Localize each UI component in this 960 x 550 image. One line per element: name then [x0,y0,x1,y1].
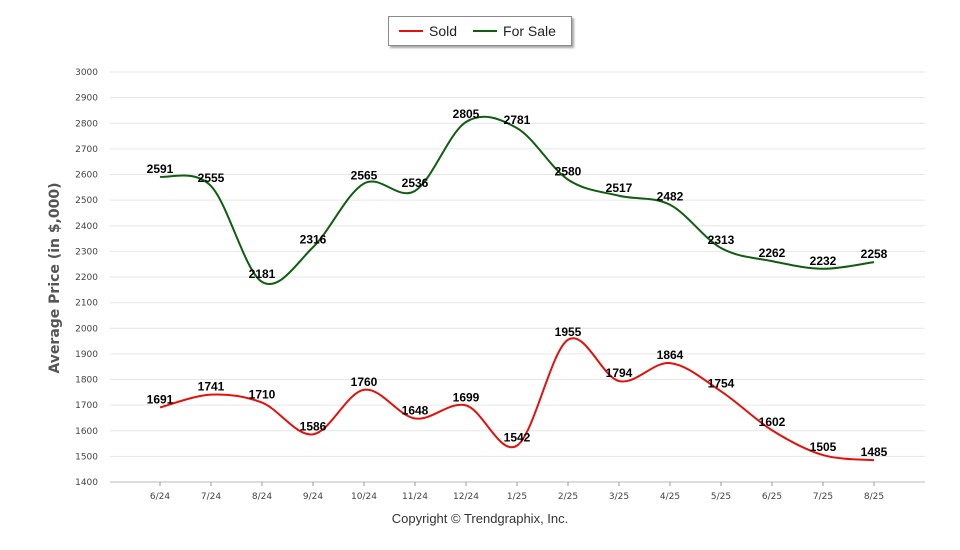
data-label-for-sale: 2536 [402,176,429,190]
data-label-sold: 1864 [657,348,684,362]
data-label-sold: 1754 [708,376,735,390]
y-tick-label: 2400 [75,222,98,232]
x-axis-ticks: 6/24 7/24 8/24 9/24 10/24 11/24 12/24 1/25 2/25 3… [150,482,884,502]
data-label-sold: 1955 [555,325,582,339]
y-tick-label: 1700 [75,401,98,411]
data-label-for-sale: 2482 [657,190,684,204]
data-label-sold: 1505 [810,440,837,454]
legend-item-sold[interactable]: Sold [399,23,457,39]
y-tick-label: 2700 [75,145,98,155]
data-label-sold: 1699 [453,390,480,404]
data-label-for-sale: 2805 [453,107,480,121]
y-tick-label: 2200 [75,273,98,283]
series-lines [159,115,875,462]
legend-label-sold: Sold [429,23,458,39]
y-tick-label: 1400 [75,478,98,488]
y-tick-label: 3000 [75,68,98,78]
y-tick-label: 2000 [75,324,98,334]
data-label-for-sale: 2591 [147,162,174,176]
y-axis-title: Average Price (in $,000) [47,182,63,373]
x-tick-label: 11/24 [402,492,428,502]
data-label-for-sale: 2781 [504,113,531,127]
x-tick-label: 12/24 [453,492,479,502]
data-label-sold: 1710 [249,388,276,402]
data-label-for-sale: 2316 [300,232,327,246]
data-label-sold: 1602 [759,415,786,429]
y-tick-label: 2300 [75,247,98,257]
copyright-footer: Copyright © Trendgraphix, Inc. [391,511,569,526]
y-tick-label: 1900 [75,350,98,360]
x-tick-label: 5/25 [711,492,731,502]
x-tick-label: 6/24 [150,492,170,502]
y-tick-label: 2500 [75,196,98,206]
y-tick-label: 1800 [75,376,98,386]
x-tick-label: 8/24 [252,492,272,502]
x-tick-label: 2/25 [558,492,578,502]
x-tick-label: 4/25 [660,492,680,502]
y-tick-label: 2800 [75,119,98,129]
y-tick-label: 1600 [75,427,98,437]
y-axis-ticks: 1400 1500 1600 1700 1800 1900 2000 2100 2200 2300… [75,68,98,488]
legend-item-for-sale[interactable]: For Sale [473,23,556,39]
y-tick-label: 1500 [75,452,98,462]
grid-lines [110,71,925,483]
data-label-sold: 1691 [147,392,174,406]
data-label-sold: 1542 [504,431,531,445]
data-labels: 1691 1741 1710 1586 1760 1648 1699 1542 1955 1794… [147,107,888,459]
data-label-for-sale: 2565 [351,168,378,182]
data-label-sold: 1648 [402,403,429,417]
data-label-for-sale: 2313 [708,233,735,247]
x-tick-label: 8/25 [864,492,884,502]
data-label-sold: 1586 [300,419,327,433]
legend-label-for-sale: For Sale [503,23,556,39]
x-tick-label: 7/25 [813,492,833,502]
x-tick-label: 7/24 [201,492,221,502]
series-line-sold [159,337,875,462]
legend-swatch-sold [399,30,423,32]
x-tick-label: 9/24 [303,492,323,502]
y-tick-label: 2100 [75,299,98,309]
data-label-sold: 1760 [351,375,378,389]
x-tick-label: 6/25 [762,492,782,502]
data-label-for-sale: 2517 [606,181,633,195]
data-label-for-sale: 2555 [198,171,225,185]
data-label-for-sale: 2181 [249,267,276,281]
data-label-sold: 1741 [198,380,225,394]
data-label-sold: 1794 [606,366,633,380]
data-label-for-sale: 2232 [810,254,837,268]
x-tick-label: 3/25 [609,492,629,502]
series-line-for-sale [159,115,875,285]
x-tick-label: 10/24 [351,492,377,502]
y-tick-label: 2900 [75,94,98,104]
x-tick-label: 1/25 [507,492,527,502]
legend-swatch-for-sale [473,30,498,32]
y-tick-label: 2600 [75,171,98,181]
legend: Sold For Sale [388,16,572,46]
data-label-for-sale: 2580 [555,165,582,179]
data-label-sold: 1485 [861,445,888,459]
data-label-for-sale: 2258 [861,247,888,261]
data-label-for-sale: 2262 [759,246,786,260]
